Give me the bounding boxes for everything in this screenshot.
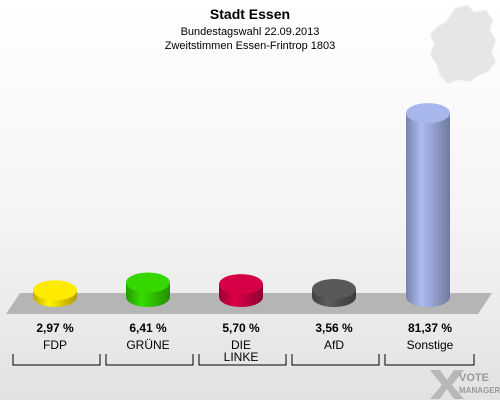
- category-label-afd: AfD: [324, 338, 344, 352]
- bar-top-linke: [219, 274, 263, 295]
- chart-subtitle-date: Bundestagswahl 22.09.2013: [181, 26, 320, 38]
- chart-title: Stadt Essen: [210, 6, 290, 22]
- category-labels-group: FDP GRÜNE DIE LINKE AfD Sonstige: [43, 338, 454, 364]
- value-label-sonstige: 81,37 %: [408, 321, 452, 335]
- bar-top-sonstige: [406, 103, 450, 124]
- category-label-fdp: FDP: [43, 338, 67, 352]
- chart-subtitle-district: Zweitstimmen Essen-Frintrop 1803: [165, 40, 336, 52]
- value-label-gruene: 6,41 %: [129, 321, 167, 335]
- bar-afd: [312, 278, 356, 307]
- category-ticks: [12, 354, 475, 366]
- category-label-sonstige: Sonstige: [407, 338, 454, 352]
- category-label-linke: DIE LINKE: [224, 338, 259, 364]
- bar-top-gruene: [126, 272, 170, 293]
- value-labels-group: 2,97 % 6,41 % 5,70 % 3,56 % 81,37 %: [36, 321, 452, 335]
- bar-sonstige: [406, 103, 450, 308]
- bar-top-afd: [312, 278, 356, 299]
- ballot-x-icon: [430, 370, 464, 399]
- category-label-gruene: GRÜNE: [126, 338, 169, 352]
- logo-text-vote: VOTE: [459, 372, 489, 384]
- bar-gruene: [126, 272, 170, 307]
- value-label-afd: 3,56 %: [315, 321, 353, 335]
- bar-top-fdp: [33, 280, 77, 301]
- logo-text-manager: MANAGER: [459, 386, 500, 395]
- bar-body-sonstige: [406, 113, 450, 308]
- germany-map-icon: [429, 4, 497, 85]
- value-label-fdp: 2,97 %: [36, 321, 74, 335]
- bar-linke: [219, 274, 263, 307]
- vote-manager-logo: VOTE MANAGER: [430, 370, 500, 399]
- bars-group: [33, 103, 450, 308]
- bar-fdp: [33, 280, 77, 307]
- value-label-linke: 5,70 %: [222, 321, 260, 335]
